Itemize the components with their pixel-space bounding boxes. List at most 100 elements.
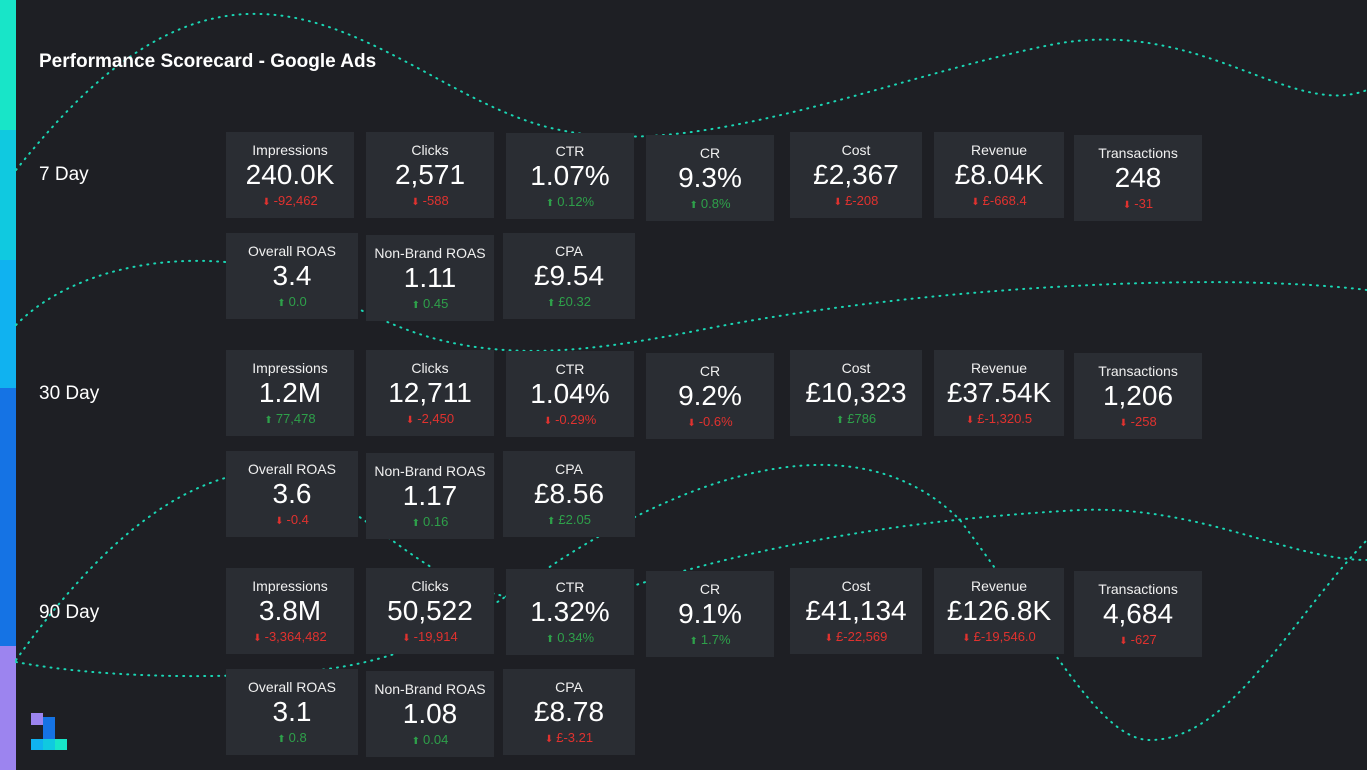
metric-label: CTR — [555, 143, 585, 159]
metric-change-value: -0.29% — [555, 412, 597, 427]
metric-change-value: -627 — [1130, 632, 1157, 647]
metric-change-value: 0.8 — [288, 730, 307, 745]
metric-card[interactable]: Non-Brand ROAS 1.17 ⬆ 0.16 — [366, 453, 494, 539]
metric-value: 9.3% — [678, 162, 742, 193]
metric-card[interactable]: Cost £41,134 ⬇ £-22,569 — [790, 568, 922, 654]
metric-label: Revenue — [970, 360, 1028, 376]
metric-change: ⬇ £-3.21 — [503, 731, 635, 747]
arrow-down-icon: ⬇ — [824, 633, 834, 644]
metric-change: ⬇ £-208 — [790, 194, 922, 210]
metric-card[interactable]: Non-Brand ROAS 1.11 ⬆ 0.45 — [366, 235, 494, 321]
metric-card[interactable]: Clicks 12,711 ⬇ -2,450 — [366, 350, 494, 436]
metric-change: ⬇ -588 — [366, 194, 494, 210]
metric-card[interactable]: Transactions 4,684 ⬇ -627 — [1074, 571, 1202, 657]
arrow-up-icon: ⬆ — [835, 415, 845, 426]
metric-change-value: £-22,569 — [836, 629, 888, 644]
metric-label: Impressions — [252, 578, 328, 594]
metric-value: £8.56 — [533, 478, 605, 509]
metric-label: Transactions — [1098, 363, 1178, 379]
arrow-up-icon: ⬆ — [277, 734, 286, 745]
metric-change-value: -588 — [422, 193, 449, 208]
metric-value: 1,206 — [1102, 380, 1174, 411]
metric-change-value: -2,450 — [417, 411, 455, 426]
metric-change-value: £-208 — [845, 193, 879, 208]
metric-change-value: 77,478 — [275, 411, 316, 426]
metric-card[interactable]: CPA £8.56 ⬆ £2.05 — [503, 451, 635, 537]
arrow-down-icon: ⬇ — [1119, 418, 1128, 429]
metric-label: Transactions — [1098, 145, 1178, 161]
metric-value: £8.04K — [954, 159, 1044, 190]
arrow-up-icon: ⬆ — [547, 516, 556, 527]
metric-change: ⬇ £-668.4 — [934, 194, 1064, 210]
metric-value: 9.1% — [678, 598, 742, 629]
metric-card[interactable]: Overall ROAS 3.6 ⬇ -0.4 — [226, 451, 358, 537]
arrow-up-icon: ⬆ — [689, 636, 698, 647]
metric-value: 9.2% — [678, 380, 742, 411]
metric-change-value: -3,364,482 — [264, 629, 327, 644]
metric-card[interactable]: CR 9.1% ⬆ 1.7% — [646, 571, 774, 657]
metric-value: £41,134 — [805, 595, 907, 626]
metric-card[interactable]: Transactions 1,206 ⬇ -258 — [1074, 353, 1202, 439]
metric-value: 1.32% — [530, 596, 610, 627]
metric-card[interactable]: CPA £9.54 ⬆ £0.32 — [503, 233, 635, 319]
metric-value: 3.4 — [272, 260, 312, 291]
arrow-down-icon: ⬇ — [275, 516, 284, 527]
accent-segment — [0, 646, 16, 770]
metric-card[interactable]: Impressions 3.8M ⬇ -3,364,482 — [226, 568, 354, 654]
metric-change-value: 0.8% — [700, 196, 731, 211]
metric-change: ⬇ -0.6% — [646, 415, 774, 431]
metric-card[interactable]: Overall ROAS 3.1 ⬆ 0.8 — [226, 669, 358, 755]
period-label: 90 Day — [39, 602, 100, 623]
metric-card[interactable]: CTR 1.32% ⬆ 0.34% — [506, 569, 634, 655]
metric-change-value: -31 — [1134, 196, 1154, 211]
metric-change: ⬆ 1.7% — [646, 633, 774, 649]
arrow-up-icon: ⬆ — [545, 634, 555, 645]
metric-card[interactable]: Non-Brand ROAS 1.08 ⬆ 0.04 — [366, 671, 494, 757]
metric-card[interactable]: Revenue £8.04K ⬇ £-668.4 — [934, 132, 1064, 218]
metric-card[interactable]: Clicks 50,522 ⬇ -19,914 — [366, 568, 494, 654]
arrow-down-icon: ⬇ — [544, 734, 554, 745]
metric-change-value: 0.16 — [423, 514, 449, 529]
arrow-down-icon: ⬇ — [405, 415, 415, 426]
metric-value: 1.07% — [530, 160, 610, 191]
metric-label: Impressions — [252, 142, 328, 158]
metric-card[interactable]: CR 9.3% ⬆ 0.8% — [646, 135, 774, 221]
metric-label: CPA — [555, 679, 583, 695]
metric-value: £10,323 — [805, 377, 907, 408]
metric-card[interactable]: CR 9.2% ⬇ -0.6% — [646, 353, 774, 439]
metric-value: £126.8K — [946, 595, 1052, 626]
metric-change: ⬆ £2.05 — [503, 513, 635, 529]
metric-card[interactable]: Revenue £37.54K ⬇ £-1,320.5 — [934, 350, 1064, 436]
metric-value: 1.08 — [402, 698, 458, 729]
metric-change-value: £-19,546.0 — [973, 629, 1036, 644]
metric-change-value: £0.32 — [558, 294, 591, 309]
metric-value: 3.8M — [258, 595, 322, 626]
metric-value: 4,684 — [1102, 598, 1174, 629]
metric-card[interactable]: Impressions 1.2M ⬆ 77,478 — [226, 350, 354, 436]
accent-segment — [0, 130, 16, 260]
arrow-down-icon: ⬇ — [965, 415, 975, 426]
metric-label: CTR — [555, 579, 585, 595]
metric-card[interactable]: Transactions 248 ⬇ -31 — [1074, 135, 1202, 221]
metric-card[interactable]: CTR 1.07% ⬆ 0.12% — [506, 133, 634, 219]
metric-card[interactable]: CPA £8.78 ⬇ £-3.21 — [503, 669, 635, 755]
metric-card[interactable]: Overall ROAS 3.4 ⬆ 0.0 — [226, 233, 358, 319]
metric-label: Impressions — [252, 360, 328, 376]
metric-label: Overall ROAS — [248, 461, 336, 477]
metric-card[interactable]: Revenue £126.8K ⬇ £-19,546.0 — [934, 568, 1064, 654]
metric-label: Cost — [841, 360, 871, 376]
arrow-up-icon: ⬆ — [411, 300, 421, 311]
metric-card[interactable]: CTR 1.04% ⬇ -0.29% — [506, 351, 634, 437]
metric-change: ⬆ 0.34% — [506, 631, 634, 647]
metric-card[interactable]: Cost £2,367 ⬇ £-208 — [790, 132, 922, 218]
metric-change-value: £-1,320.5 — [977, 411, 1033, 426]
metric-value: 1.17 — [402, 480, 458, 511]
metric-change-value: -0.6% — [698, 414, 733, 429]
metric-card[interactable]: Impressions 240.0K ⬇ -92,462 — [226, 132, 354, 218]
metric-card[interactable]: Clicks 2,571 ⬇ -588 — [366, 132, 494, 218]
metric-label: Overall ROAS — [248, 679, 336, 695]
arrow-up-icon: ⬆ — [277, 298, 286, 309]
metric-change: ⬇ -31 — [1074, 197, 1202, 213]
metric-card[interactable]: Cost £10,323 ⬆ £786 — [790, 350, 922, 436]
accent-segment — [0, 0, 16, 130]
